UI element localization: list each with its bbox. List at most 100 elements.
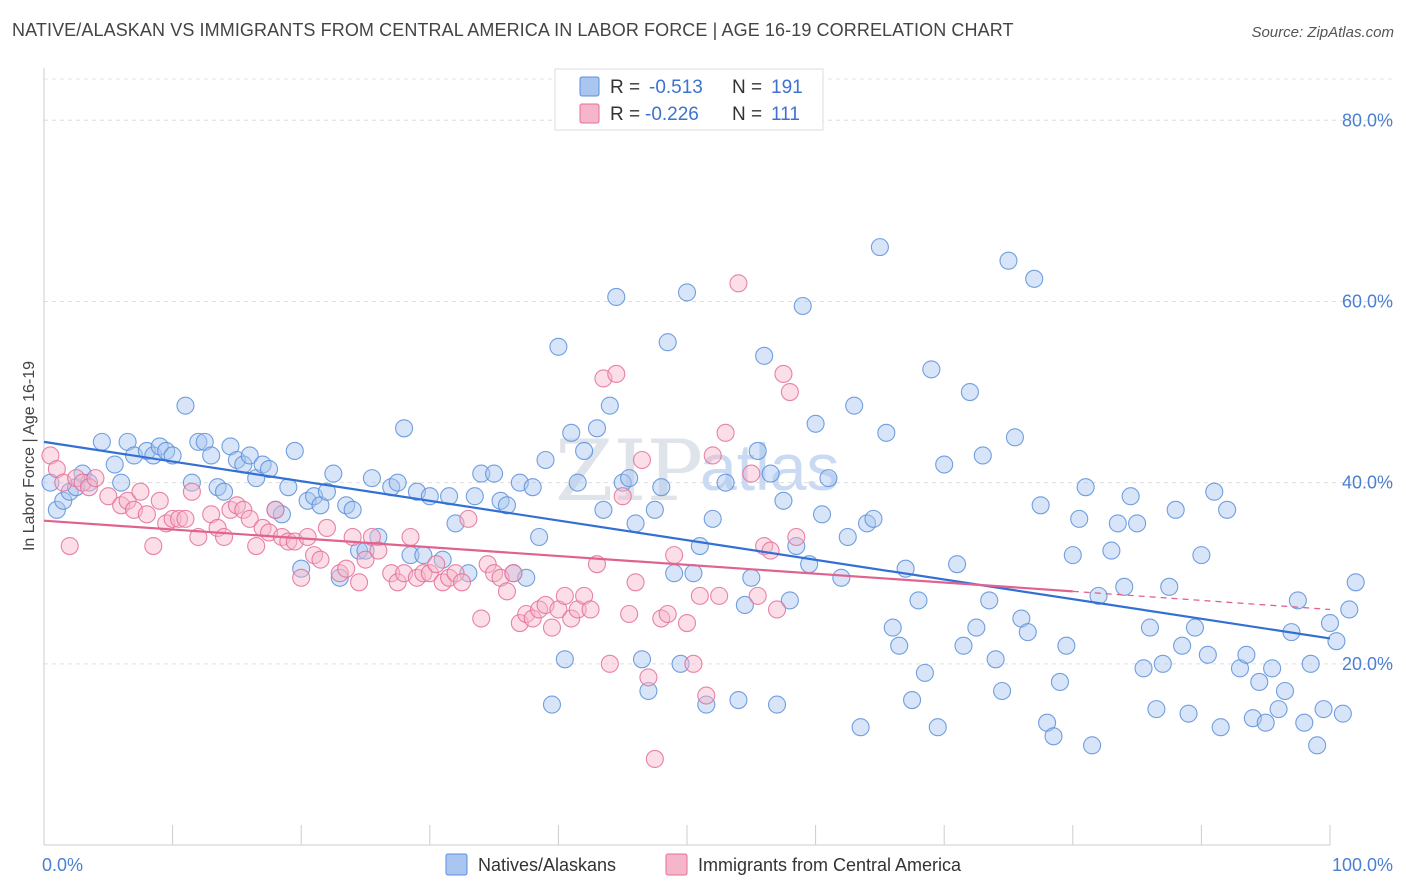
natives-point-30 — [259, 460, 279, 479]
natives-point-140 — [1025, 269, 1044, 288]
natives-point-187 — [1340, 600, 1359, 619]
natives-point-39 — [317, 482, 336, 501]
natives-point-180 — [1295, 713, 1314, 732]
watermark-atlas: atlas — [700, 430, 839, 504]
immigrants-point-14 — [144, 537, 163, 556]
immigrants-point-45 — [356, 550, 375, 569]
immigrants-point-62 — [478, 555, 497, 574]
axes — [43, 68, 1331, 846]
natives-point-75 — [575, 441, 594, 460]
bottom-legend-label-immigrants: Immigrants from Central America — [698, 855, 962, 875]
x-tick-labels: 0.0% 100.0% — [42, 855, 1393, 875]
immigrants-point-7 — [86, 469, 105, 488]
immigrants-point-90 — [658, 604, 677, 624]
natives-point-72 — [555, 650, 574, 669]
immigrants-point-3 — [60, 537, 79, 556]
natives-point-158 — [1147, 700, 1166, 719]
legend-r-value-natives: -0.513 — [649, 77, 703, 98]
natives-point-176 — [1269, 700, 1288, 719]
natives-point-119 — [883, 618, 902, 637]
natives-point-95 — [716, 473, 735, 492]
immigrants-point-15 — [150, 491, 169, 510]
immigrants-point-21 — [189, 527, 208, 547]
trend-line-natives — [43, 440, 1331, 640]
natives-point-167 — [1205, 482, 1224, 501]
natives-point-116 — [864, 509, 883, 528]
immigrants-point-55 — [427, 555, 446, 574]
natives-point-99 — [748, 441, 767, 460]
natives-point-108 — [806, 414, 825, 433]
y-tick-label-0: 80.0% — [1342, 110, 1393, 130]
natives-point-97 — [735, 595, 754, 614]
natives-point-16 — [163, 446, 182, 465]
immigrants-point-106 — [780, 383, 799, 402]
immigrants-point-94 — [690, 586, 709, 605]
immigrants-point-12 — [131, 482, 150, 501]
immigrants-point-85 — [626, 573, 645, 592]
natives-point-182 — [1308, 736, 1327, 755]
natives-point-114 — [851, 718, 870, 737]
immigrants-point-18 — [169, 509, 189, 528]
stats-legend-box — [554, 68, 824, 131]
immigrants-point-8 — [99, 487, 118, 506]
immigrants-point-93 — [684, 654, 703, 673]
natives-point-76 — [587, 419, 607, 438]
immigrants-point-47 — [369, 541, 388, 560]
natives-point-100 — [755, 346, 774, 365]
natives-point-41 — [330, 568, 349, 587]
immigrants-point-104 — [767, 600, 787, 619]
natives-point-60 — [472, 464, 491, 483]
natives-point-46 — [362, 469, 381, 488]
legend-n-value-immigrants: 111 — [771, 104, 800, 125]
natives-point-169 — [1218, 500, 1237, 519]
immigrants-point-61 — [472, 609, 491, 628]
immigrants-point-36 — [292, 568, 311, 587]
natives-point-179 — [1288, 591, 1307, 610]
natives-point-74 — [568, 473, 587, 492]
y-tick-label-2: 40.0% — [1342, 473, 1393, 493]
natives-point-131 — [967, 618, 986, 637]
natives-point-122 — [902, 691, 922, 710]
natives-point-156 — [1134, 659, 1153, 678]
natives-point-9 — [112, 473, 131, 492]
immigrants-point-6 — [79, 478, 99, 497]
natives-point-106 — [793, 296, 812, 316]
natives-point-96 — [729, 691, 748, 710]
natives-point-87 — [658, 333, 677, 352]
natives-point-85 — [645, 500, 664, 519]
natives-point-145 — [1057, 636, 1076, 655]
natives-point-144 — [1050, 672, 1069, 691]
y-tick-labels: 80.0% 60.0% 40.0% 20.0% — [1342, 110, 1393, 674]
immigrants-point-49 — [388, 573, 407, 592]
immigrants-point-44 — [350, 573, 369, 592]
immigrants-point-28 — [240, 509, 259, 528]
legend-r-label-natives: R = — [610, 77, 640, 98]
natives-point-159 — [1153, 654, 1172, 673]
immigrants-point-100 — [742, 464, 761, 483]
immigrants-point-84 — [620, 604, 639, 624]
natives-point-111 — [832, 568, 851, 587]
legend-n-label-natives: N = — [732, 77, 762, 98]
natives-point-186 — [1333, 704, 1352, 723]
natives-point-101 — [761, 464, 780, 483]
immigrants-point-60 — [459, 509, 478, 528]
natives-point-163 — [1179, 704, 1198, 723]
natives-point-141 — [1031, 496, 1050, 515]
immigrants-point-103 — [761, 541, 780, 560]
natives-point-148 — [1076, 478, 1095, 497]
natives-point-109 — [812, 505, 832, 524]
natives-point-1 — [47, 500, 66, 519]
natives-point-83 — [632, 650, 652, 669]
immigrants-point-65 — [497, 582, 517, 601]
natives-point-185 — [1327, 632, 1346, 651]
watermark-zip: ZIP — [555, 422, 703, 520]
natives-point-153 — [1115, 577, 1134, 596]
natives-point-127 — [935, 455, 954, 474]
natives-point-88 — [665, 564, 684, 583]
natives-point-98 — [742, 568, 761, 587]
natives-point-63 — [497, 496, 517, 515]
natives-point-150 — [1089, 586, 1108, 605]
natives-point-77 — [594, 500, 613, 519]
gridlines — [44, 78, 1392, 665]
natives-point-34 — [285, 441, 304, 460]
